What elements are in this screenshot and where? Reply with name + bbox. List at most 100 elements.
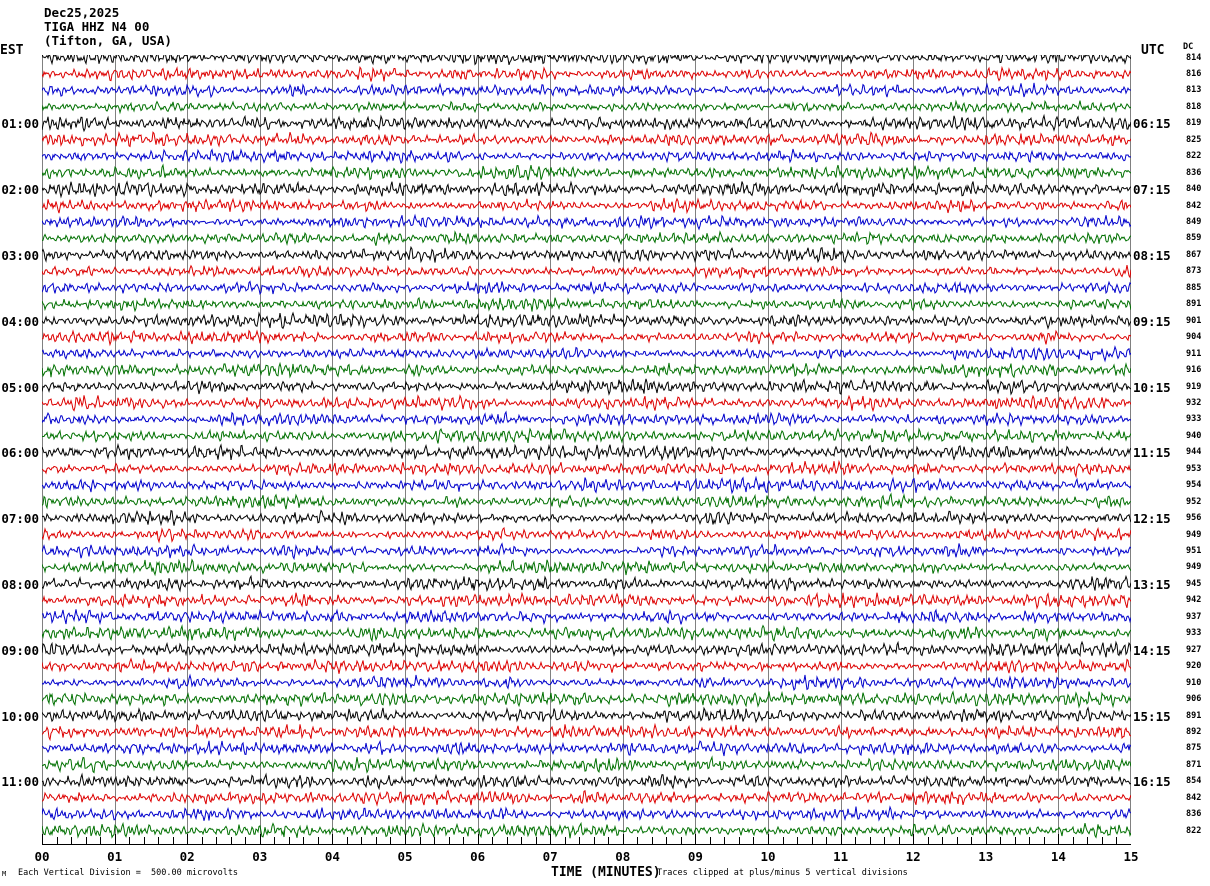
seismic-trace xyxy=(42,130,1131,148)
seismic-trace xyxy=(42,245,1131,264)
dc-value: 875 xyxy=(1186,743,1202,754)
dc-value: 904 xyxy=(1186,332,1202,343)
dc-value: 911 xyxy=(1186,348,1202,359)
seismic-trace xyxy=(42,608,1131,626)
right-time-label: 11:15 xyxy=(1133,445,1171,461)
dc-value: 920 xyxy=(1186,661,1202,672)
dc-value: 949 xyxy=(1186,529,1202,540)
dc-value: 836 xyxy=(1186,809,1202,820)
x-tick-label: 13 xyxy=(978,849,994,864)
seismic-trace xyxy=(42,113,1131,133)
scale-note: Each Vertical Division = 500.00 microvol… xyxy=(18,868,239,878)
dc-value: 859 xyxy=(1186,233,1202,244)
seismic-trace xyxy=(42,65,1131,82)
dc-value: 951 xyxy=(1186,546,1202,556)
header-location: (Tifton, GA, USA) xyxy=(44,33,172,48)
x-tick-label: 12 xyxy=(905,849,921,864)
seismic-trace xyxy=(42,542,1131,561)
left-time-label: 08:00 xyxy=(1,576,39,592)
x-tick-label: 10 xyxy=(760,849,776,864)
dc-value: 842 xyxy=(1186,792,1202,803)
dc-value: 901 xyxy=(1186,315,1202,326)
seismic-trace xyxy=(42,197,1131,215)
right-time-label: 06:15 xyxy=(1133,116,1171,132)
dc-value: 814 xyxy=(1186,52,1202,63)
dc-value: 952 xyxy=(1186,496,1202,507)
right-time-label: 12:15 xyxy=(1133,511,1171,527)
x-tick-label: 06 xyxy=(470,849,486,864)
seismic-trace xyxy=(42,574,1131,593)
seismic-trace xyxy=(42,99,1131,115)
left-time-label: 02:00 xyxy=(1,182,39,198)
seismic-trace xyxy=(42,640,1131,658)
clip-note: Traces clipped at plus/minus 5 vertical … xyxy=(657,868,908,878)
dc-value: 816 xyxy=(1186,68,1202,79)
dc-value: 873 xyxy=(1186,266,1202,277)
right-time-label: 10:15 xyxy=(1133,379,1171,395)
seismic-trace xyxy=(42,82,1131,99)
right-time-label: 08:15 xyxy=(1133,247,1171,263)
dc-value: 956 xyxy=(1186,513,1202,524)
seismic-trace xyxy=(42,329,1131,347)
right-time-label: 16:15 xyxy=(1133,774,1171,790)
left-time-label: 04:00 xyxy=(1,313,39,329)
dc-value: 927 xyxy=(1186,644,1202,655)
dc-value: 919 xyxy=(1186,381,1202,392)
seismic-trace xyxy=(42,821,1131,839)
seismic-trace xyxy=(42,264,1131,280)
dc-value: 954 xyxy=(1186,480,1202,491)
left-time-label: 05:00 xyxy=(1,379,39,395)
x-tick-label: 00 xyxy=(34,849,50,864)
x-tick-label: 04 xyxy=(324,849,340,864)
dc-value: 867 xyxy=(1186,249,1202,260)
left-time-label: 01:00 xyxy=(1,116,39,132)
seismic-trace xyxy=(42,706,1131,724)
seismic-trace xyxy=(42,148,1131,165)
dc-value: 885 xyxy=(1186,282,1202,293)
left-timezone-label: EST xyxy=(0,43,24,58)
seismic-trace xyxy=(42,345,1131,363)
seismic-trace xyxy=(42,280,1131,295)
dc-value: 836 xyxy=(1186,167,1202,178)
dc-column-header: DC xyxy=(1183,42,1194,52)
seismic-trace xyxy=(42,558,1131,577)
dc-value: 916 xyxy=(1186,365,1202,376)
dc-value: 891 xyxy=(1186,299,1202,310)
seismic-trace xyxy=(42,361,1131,379)
x-tick-label: 11 xyxy=(833,849,849,864)
x-axis-title: TIME (MINUTES) xyxy=(551,865,661,880)
seismic-trace xyxy=(42,492,1131,511)
dc-value: 871 xyxy=(1186,759,1202,770)
seismic-trace xyxy=(42,55,1131,66)
left-time-label: 09:00 xyxy=(1,642,39,658)
dc-value: 932 xyxy=(1186,397,1202,408)
right-time-label: 13:15 xyxy=(1133,576,1171,592)
seismic-trace xyxy=(42,296,1131,313)
x-tick-label: 03 xyxy=(252,849,268,864)
seismic-trace xyxy=(42,755,1131,774)
seismic-trace xyxy=(42,378,1131,396)
seismic-trace xyxy=(42,657,1131,674)
seismic-trace xyxy=(42,772,1131,791)
dc-value: 953 xyxy=(1186,463,1202,474)
seismic-trace xyxy=(42,591,1131,610)
seismic-trace xyxy=(42,805,1131,823)
dc-value: 910 xyxy=(1186,677,1202,688)
dc-value: 892 xyxy=(1186,726,1202,737)
dc-value: 849 xyxy=(1186,217,1202,227)
left-time-label: 11:00 xyxy=(1,774,39,790)
seismic-trace xyxy=(42,180,1131,199)
dc-value: 940 xyxy=(1186,430,1202,441)
seismic-trace xyxy=(42,789,1131,807)
x-tick-label: 07 xyxy=(542,849,558,864)
seismic-trace xyxy=(42,394,1131,413)
right-timezone-label: UTC xyxy=(1141,43,1165,58)
dc-value: 944 xyxy=(1186,447,1202,458)
dc-value: 937 xyxy=(1186,611,1202,622)
left-time-label: 07:00 xyxy=(1,511,39,527)
seismic-trace xyxy=(42,475,1131,495)
seismic-trace xyxy=(42,739,1131,757)
header-station: TIGA HHZ N4 00 xyxy=(44,19,150,34)
dc-value: 822 xyxy=(1186,825,1202,836)
seismic-trace xyxy=(42,311,1131,330)
